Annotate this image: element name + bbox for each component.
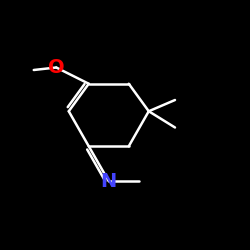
Text: O: O [48,58,64,77]
Text: N: N [100,172,117,191]
